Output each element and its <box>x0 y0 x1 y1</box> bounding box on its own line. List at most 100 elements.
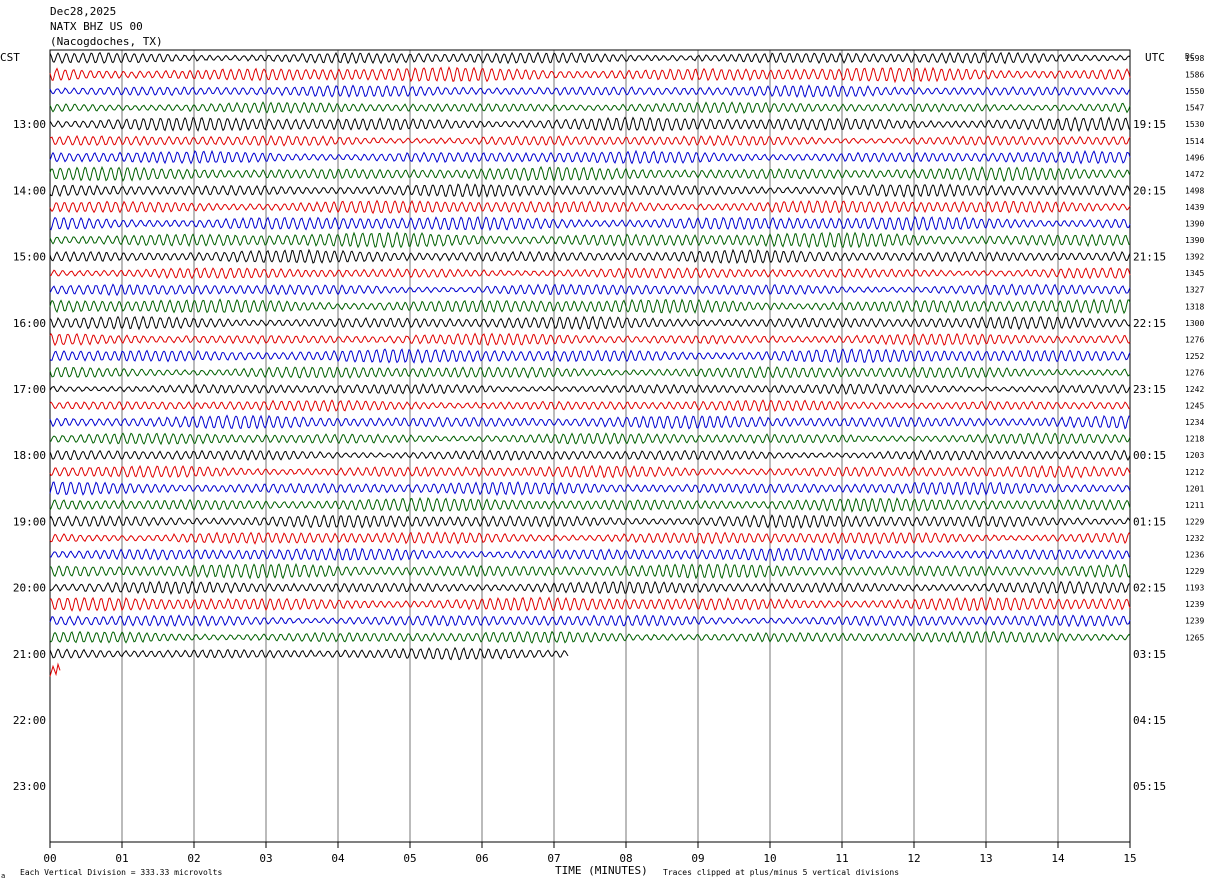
dc-offset-value: 1229 <box>1185 567 1204 576</box>
dc-offset-value: 1236 <box>1185 551 1204 560</box>
trace-line-17 <box>49 332 1131 347</box>
cst-hour-label: 19:00 <box>13 515 46 528</box>
dc-offset-value: 1239 <box>1185 600 1204 609</box>
dc-offset-value: 1345 <box>1185 269 1204 278</box>
trace-line-21 <box>49 399 1131 413</box>
dc-offset-value: 1276 <box>1185 368 1204 377</box>
cst-hour-labels: 13:00 14:00 15:00 16:00 17:00 18:00 19:00 20:00… <box>13 118 46 793</box>
dc-offset-value: 1300 <box>1185 319 1204 328</box>
x-tick-label: 02 <box>187 852 200 865</box>
utc-hour-label: 03:15 <box>1133 648 1166 661</box>
plot-date: Dec28,2025 <box>50 5 117 18</box>
dc-offset-value: 1547 <box>1185 104 1204 113</box>
dc-offset-value: 1439 <box>1185 203 1204 212</box>
trace-line-30 <box>49 547 1131 562</box>
trace-line-20 <box>49 383 1131 395</box>
dc-offset-value: 1586 <box>1185 71 1204 80</box>
trace-line-32 <box>49 580 1131 595</box>
dc-offset-value: 1239 <box>1185 617 1204 626</box>
trace-line-15 <box>49 298 1131 315</box>
dc-offset-value: 1327 <box>1185 286 1204 295</box>
dc-offset-value: 1218 <box>1185 435 1204 444</box>
cst-hour-label: 15:00 <box>13 251 46 264</box>
x-tick-label: 10 <box>763 852 776 865</box>
utc-hour-label: 01:15 <box>1133 515 1166 528</box>
dc-offset-value: 1514 <box>1185 137 1204 146</box>
minute-gridlines <box>121 50 1059 842</box>
trace-line-27 <box>49 497 1131 513</box>
utc-hour-label: 20:15 <box>1133 184 1166 197</box>
station-code: NATX BHZ US 00 <box>50 20 143 33</box>
scale-note: Each Vertical Division = 333.33 microvol… <box>20 868 222 877</box>
seismic-traces <box>49 51 1131 677</box>
trace-line-2 <box>49 84 1131 98</box>
x-tick-label: 12 <box>907 852 920 865</box>
trace-line-12 <box>49 248 1131 264</box>
trace-line-4 <box>49 116 1131 132</box>
trace-line-9 <box>49 199 1131 215</box>
trace-line-8 <box>49 183 1131 198</box>
x-tick-label: 08 <box>619 852 632 865</box>
utc-hour-label: 02:15 <box>1133 582 1166 595</box>
x-tick-label: 03 <box>259 852 272 865</box>
dc-offset-value: 1245 <box>1185 402 1204 411</box>
trace-line-19 <box>49 365 1131 379</box>
station-location: (Nacogdoches, TX) <box>50 35 163 48</box>
trace-line-24 <box>49 449 1131 462</box>
x-tick-label: 15 <box>1123 852 1136 865</box>
cst-hour-label: 18:00 <box>13 449 46 462</box>
dc-offset-value: 1318 <box>1185 302 1204 311</box>
x-tick-label: 00 <box>43 852 56 865</box>
cst-hour-label: 16:00 <box>13 317 46 330</box>
trace-line-7 <box>49 165 1131 182</box>
dc-offset-value: 1201 <box>1185 484 1204 493</box>
dc-offset-value: 1390 <box>1185 220 1204 229</box>
x-tick-label: 04 <box>331 852 345 865</box>
trace-line-31 <box>49 562 1131 580</box>
dc-offset-value: 1232 <box>1185 534 1204 543</box>
utc-hour-label: 23:15 <box>1133 383 1166 396</box>
trace-line-6 <box>49 149 1131 165</box>
trace-line-36 <box>49 646 569 661</box>
dc-offset-labels: 1598 1586 1550 1547 1530 1514 1496 1472 1498 1439… <box>1185 54 1204 642</box>
dc-offset-value: 1234 <box>1185 418 1204 427</box>
dc-offset-value: 1252 <box>1185 352 1204 361</box>
trace-line-34 <box>49 614 1131 628</box>
cst-hour-label: 23:00 <box>13 780 46 793</box>
trace-line-10 <box>49 215 1131 232</box>
trace-line-5 <box>49 134 1131 147</box>
trace-line-25 <box>49 464 1131 479</box>
trace-line-0 <box>49 51 1131 65</box>
dc-offset-value: 1193 <box>1185 584 1204 593</box>
dc-offset-value: 1550 <box>1185 87 1204 96</box>
utc-label: UTC <box>1145 51 1165 64</box>
dc-offset-value: 1598 <box>1185 54 1204 63</box>
dc-offset-value: 1212 <box>1185 468 1204 477</box>
cst-hour-label: 20:00 <box>13 582 46 595</box>
x-tick-label: 13 <box>979 852 992 865</box>
trace-line-14 <box>49 283 1131 297</box>
dc-offset-value: 1211 <box>1185 501 1204 510</box>
trace-line-28 <box>49 514 1131 529</box>
dc-offset-value: 1265 <box>1185 633 1204 642</box>
dc-offset-value: 1530 <box>1185 120 1204 129</box>
x-axis-title: TIME (MINUTES) <box>555 864 648 877</box>
utc-hour-labels: 19:15 20:15 21:15 22:15 23:15 00:15 01:15 02:15… <box>1133 118 1166 793</box>
dc-offset-value: 1390 <box>1185 236 1204 245</box>
trace-line-start <box>49 662 61 677</box>
plot-frame <box>49 49 1131 843</box>
x-tick-label: 11 <box>835 852 848 865</box>
corner-mark: a <box>1 872 5 880</box>
utc-hour-label: 22:15 <box>1133 317 1166 330</box>
cst-label: CST <box>0 51 20 64</box>
trace-line-35 <box>49 630 1131 644</box>
utc-hour-label: 05:15 <box>1133 780 1166 793</box>
cst-hour-label: 14:00 <box>13 184 46 197</box>
cst-hour-label: 17:00 <box>13 383 46 396</box>
x-axis-ticks: 00 01 02 03 04 05 06 07 08 09 10 11 12 13 14 15 <box>43 842 1137 865</box>
x-tick-label: 01 <box>115 852 128 865</box>
dc-offset-value: 1276 <box>1185 335 1204 344</box>
trace-line-23 <box>49 432 1131 446</box>
trace-line-18 <box>49 348 1131 364</box>
